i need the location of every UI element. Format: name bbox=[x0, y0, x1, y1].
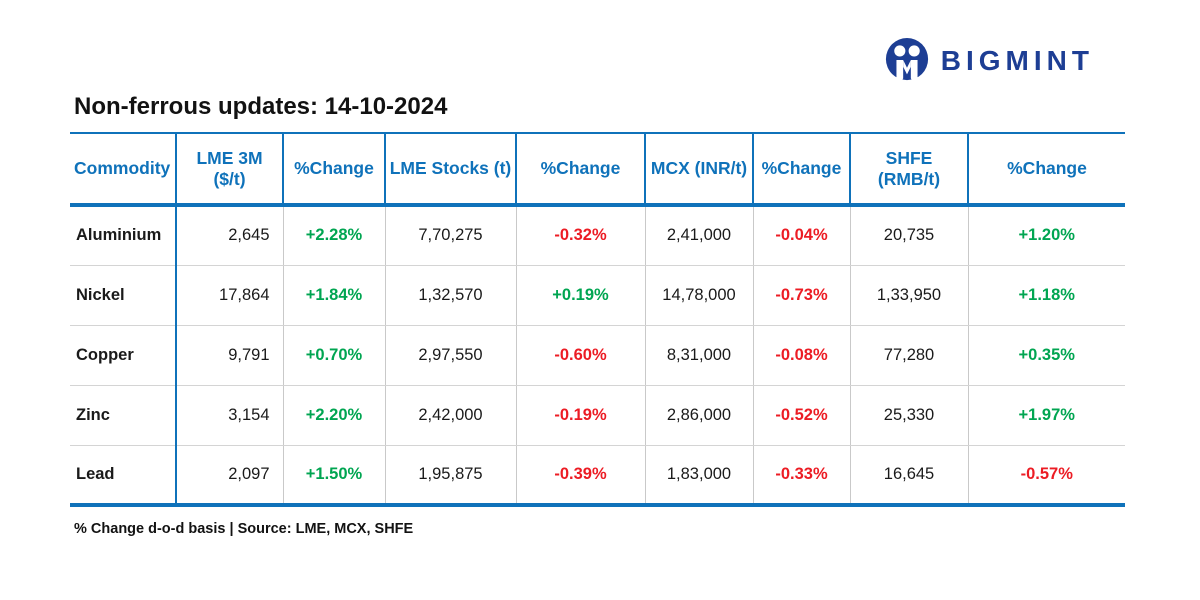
change-cell: +2.28% bbox=[283, 205, 386, 266]
change-cell: -0.19% bbox=[516, 385, 646, 446]
value-cell: 20,735 bbox=[850, 205, 969, 266]
column-header: SHFE (RMB/t) bbox=[850, 133, 969, 207]
value-cell: 17,864 bbox=[176, 265, 284, 326]
value-cell: 14,78,000 bbox=[645, 265, 754, 326]
page-title: Non-ferrous updates: 14-10-2024 bbox=[74, 93, 448, 120]
change-cell: -0.32% bbox=[516, 205, 646, 266]
value-cell: 2,41,000 bbox=[645, 205, 754, 266]
column-header: %Change bbox=[516, 133, 646, 207]
column-header: LME 3M ($/t) bbox=[176, 133, 284, 207]
change-cell: +0.19% bbox=[516, 265, 646, 326]
change-cell: -0.73% bbox=[753, 265, 851, 326]
commodity-cell: Lead bbox=[70, 445, 177, 505]
value-cell: 25,330 bbox=[850, 385, 969, 446]
value-cell: 9,791 bbox=[176, 325, 284, 386]
value-cell: 1,32,570 bbox=[385, 265, 517, 326]
value-cell: 2,645 bbox=[176, 205, 284, 266]
value-cell: 1,83,000 bbox=[645, 445, 754, 505]
commodity-cell: Copper bbox=[70, 325, 177, 386]
change-cell: -0.39% bbox=[516, 445, 646, 505]
value-cell: 2,42,000 bbox=[385, 385, 517, 446]
footer-note: % Change d-o-d basis | Source: LME, MCX,… bbox=[74, 521, 414, 537]
change-cell: +1.97% bbox=[968, 385, 1125, 446]
header-row: Commodity LME 3M ($/t) %Change LME Stocks (… bbox=[70, 133, 1125, 207]
change-cell: +0.70% bbox=[283, 325, 386, 386]
change-cell: +1.18% bbox=[968, 265, 1125, 326]
commodity-cell: Aluminium bbox=[70, 205, 177, 266]
change-cell: +1.20% bbox=[968, 205, 1125, 266]
change-cell: -0.04% bbox=[753, 205, 851, 266]
column-header: MCX (INR/t) bbox=[645, 133, 754, 207]
value-cell: 77,280 bbox=[850, 325, 969, 386]
table-row: Nickel 17,864 +1.84% 1,32,570 +0.19% 14,78,00… bbox=[70, 265, 1125, 326]
column-header: %Change bbox=[968, 133, 1125, 207]
change-cell: -0.08% bbox=[753, 325, 851, 386]
value-cell: 1,33,950 bbox=[850, 265, 969, 326]
column-header: Commodity bbox=[70, 133, 177, 207]
commodity-cell: Nickel bbox=[70, 265, 177, 326]
table-row: Aluminium 2,645 +2.28% 7,70,275 -0.32% 2,41,0… bbox=[70, 205, 1125, 266]
change-cell: -0.52% bbox=[753, 385, 851, 446]
value-cell: 7,70,275 bbox=[385, 205, 517, 266]
prices-table: Commodity LME 3M ($/t) %Change LME Stocks (… bbox=[70, 132, 1125, 507]
prices-table-wrapper: Commodity LME 3M ($/t) %Change LME Stocks (… bbox=[70, 132, 1125, 507]
column-header: LME Stocks (t) bbox=[385, 133, 517, 207]
value-cell: 2,86,000 bbox=[645, 385, 754, 446]
change-cell: -0.60% bbox=[516, 325, 646, 386]
brand-logo: BIGMINT bbox=[884, 36, 1094, 86]
change-cell: +0.35% bbox=[968, 325, 1125, 386]
column-header: %Change bbox=[283, 133, 386, 207]
change-cell: +1.84% bbox=[283, 265, 386, 326]
change-cell: -0.57% bbox=[1020, 464, 1073, 483]
value-cell: 3,154 bbox=[176, 385, 284, 446]
table-row: Zinc 3,154 +2.20% 2,42,000 -0.19% 2,86,000 -0.… bbox=[70, 385, 1125, 446]
table-row: Lead 2,097 +1.50% 1,95,875 -0.39% 1,83,000 -0.… bbox=[70, 445, 1125, 505]
table-row: Copper 9,791 +0.70% 2,97,550 -0.60% 8,31,000-… bbox=[70, 325, 1125, 386]
value-cell: 8,31,000 bbox=[645, 325, 754, 386]
bigmint-logo-icon bbox=[884, 36, 930, 86]
brand-name: BIGMINT bbox=[940, 45, 1094, 76]
change-cell: +2.20% bbox=[283, 385, 386, 446]
change-cell: +1.50% bbox=[283, 445, 386, 505]
value-cell: 2,097 bbox=[176, 445, 284, 505]
table-head: Commodity LME 3M ($/t) %Change LME Stocks (… bbox=[70, 133, 1125, 207]
value-cell: 16,645 bbox=[850, 445, 969, 505]
change-cell: -0.33% bbox=[753, 445, 851, 505]
value-cell: 1,95,875 bbox=[385, 445, 517, 505]
commodity-cell: Zinc bbox=[70, 385, 177, 446]
table-body: Aluminium 2,645 +2.28% 7,70,275 -0.32% 2,41,0… bbox=[70, 205, 1125, 505]
column-header: %Change bbox=[753, 133, 851, 207]
value-cell: 2,97,550 bbox=[385, 325, 517, 386]
